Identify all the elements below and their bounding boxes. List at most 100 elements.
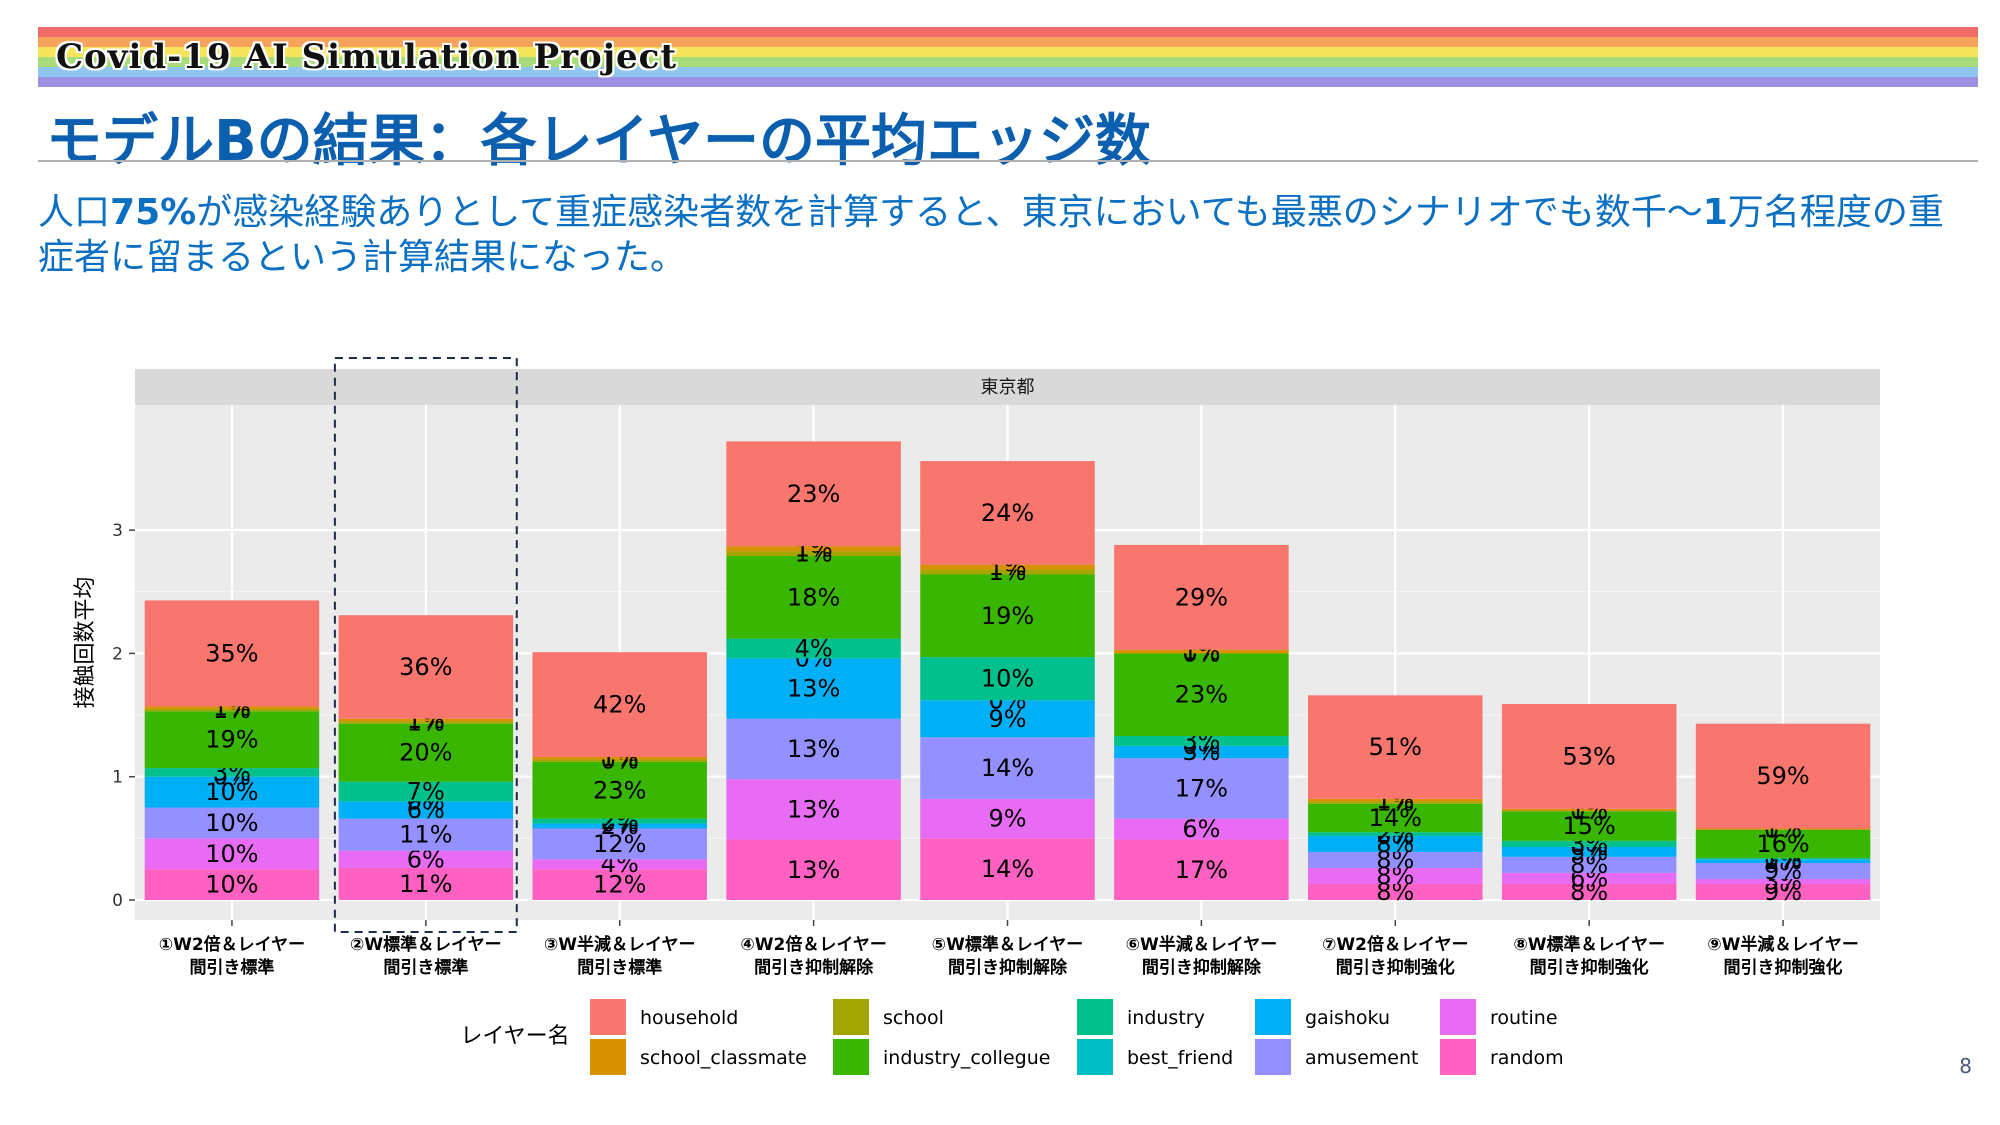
bar-segment-school_classmate bbox=[726, 546, 901, 552]
project-banner: Covid-19 AI Simulation Project bbox=[38, 27, 1978, 89]
x-tick-label: ⑨W半減＆レイヤー bbox=[1707, 934, 1859, 955]
x-tick-label: ④W2倍＆レイヤー bbox=[740, 934, 886, 955]
bar-segment-school_classmate bbox=[1501, 808, 1677, 812]
bar-segment-school bbox=[338, 721, 514, 724]
data-label: 10% bbox=[205, 778, 258, 806]
bar-segment-amusement bbox=[726, 718, 901, 780]
banner-stripe bbox=[38, 57, 1978, 67]
legend-label: industry bbox=[1127, 1007, 1205, 1029]
bar-segment-school_classmate bbox=[338, 718, 514, 722]
data-label: 35% bbox=[205, 639, 258, 667]
data-label: 6% bbox=[1182, 815, 1220, 843]
legend-label: household bbox=[640, 1007, 738, 1029]
bar-segment-routine bbox=[144, 838, 320, 870]
y-axis-label: 接触回数平均 bbox=[73, 576, 98, 708]
data-label: 10% bbox=[205, 809, 258, 837]
bar-segment-school_classmate bbox=[1308, 798, 1483, 802]
lead-emphasis: 1 bbox=[1702, 192, 1728, 233]
banner-stripe bbox=[38, 67, 1978, 77]
highlight-box bbox=[333, 357, 518, 933]
facet-strip bbox=[135, 369, 1880, 405]
bar-segment-random bbox=[338, 867, 514, 900]
data-label: 19% bbox=[981, 602, 1034, 630]
x-tick-label: ⑥W半減＆レイヤー bbox=[1126, 934, 1278, 955]
bar-segment-amusement bbox=[920, 737, 1095, 799]
bar-segment-household bbox=[144, 600, 320, 707]
bar-segment-amusement bbox=[1695, 863, 1871, 880]
bar-segment-random bbox=[144, 869, 320, 900]
legend-label: best_friend bbox=[1127, 1047, 1233, 1069]
bar-segment-gaishoku bbox=[338, 801, 514, 819]
bar-segment-household bbox=[1695, 723, 1871, 829]
data-label: 10% bbox=[205, 871, 258, 899]
bar-segment-industry_collegue bbox=[532, 761, 707, 819]
bar-segment-household bbox=[920, 461, 1095, 565]
legend-label: industry_collegue bbox=[883, 1047, 1050, 1069]
bar-segment-amusement bbox=[1501, 856, 1677, 873]
data-label: 7% bbox=[407, 778, 445, 806]
data-label: 24% bbox=[981, 499, 1034, 527]
banner-stripe bbox=[38, 27, 1978, 37]
lead-emphasis: 75% bbox=[110, 192, 197, 233]
bar-segment-industry_collegue bbox=[1695, 829, 1871, 859]
lead-text: 万名程度の重症者に留まるという計算結果になった。 bbox=[38, 192, 1944, 278]
bar-segment-gaishoku bbox=[920, 700, 1095, 738]
x-tick-label: 間引き抑制強化 bbox=[1724, 957, 1843, 978]
data-label: 15% bbox=[1562, 812, 1615, 840]
legend-label: school bbox=[883, 1007, 944, 1029]
bar-segment-household bbox=[1308, 695, 1483, 799]
legend-swatch bbox=[1077, 999, 1113, 1035]
x-tick-label: ⑧W標準＆レイヤー bbox=[1513, 934, 1665, 955]
legend-label: gaishoku bbox=[1305, 1007, 1390, 1029]
data-label: 10% bbox=[981, 665, 1034, 693]
data-label: 14% bbox=[1369, 804, 1422, 832]
data-label: 13% bbox=[787, 735, 840, 763]
bar-segment-industry bbox=[1501, 840, 1677, 847]
x-tick-label: 間引き抑制強化 bbox=[1336, 957, 1455, 978]
banner-title: Covid-19 AI Simulation Project bbox=[56, 37, 678, 77]
data-label: 9% bbox=[988, 805, 1026, 833]
data-label: 36% bbox=[399, 653, 452, 681]
data-label: 19% bbox=[205, 726, 258, 754]
bar-segment-industry_collegue bbox=[1114, 653, 1289, 737]
data-label: 51% bbox=[1369, 733, 1422, 761]
legend-swatch bbox=[590, 1039, 626, 1075]
bar-segment-industry_collegue bbox=[144, 711, 320, 769]
x-tick-label: ⑦W2倍＆レイヤー bbox=[1322, 934, 1468, 955]
legend-swatch bbox=[1077, 1039, 1113, 1075]
bar-segment-industry bbox=[726, 638, 901, 659]
legend-swatch bbox=[833, 999, 869, 1035]
bar-segment-gaishoku bbox=[1308, 835, 1483, 852]
bar-segment-industry bbox=[1308, 832, 1483, 836]
bar-segment-routine bbox=[338, 850, 514, 868]
bar-segment-household bbox=[1501, 703, 1677, 809]
bar-segment-industry_collegue bbox=[726, 556, 901, 639]
bar-segment-gaishoku bbox=[726, 658, 901, 719]
x-tick-label: 間引き抑制解除 bbox=[948, 957, 1068, 978]
bar-segment-industry bbox=[532, 818, 707, 824]
bar-segment-routine bbox=[532, 859, 707, 870]
legend-label: amusement bbox=[1305, 1047, 1418, 1069]
data-label: 12% bbox=[593, 830, 646, 858]
bar-segment-random bbox=[1114, 839, 1289, 900]
bar-segment-random bbox=[920, 838, 1095, 900]
bar-segment-amusement bbox=[532, 828, 707, 860]
bar-segment-school bbox=[920, 569, 1095, 575]
bar-segment-routine bbox=[1308, 867, 1483, 884]
legend-label: random bbox=[1490, 1047, 1564, 1069]
bar-segment-random bbox=[726, 839, 901, 900]
bar-segment-routine bbox=[726, 779, 901, 840]
lead-text: 人口 bbox=[38, 192, 111, 233]
lead-paragraph: 人口75%が感染経験ありとして重症感染者数を計算すると、東京においても最悪のシナ… bbox=[38, 190, 1968, 280]
bar-segment-gaishoku bbox=[1114, 745, 1289, 759]
bar-segment-school_classmate bbox=[144, 706, 320, 709]
legend-swatch bbox=[1440, 999, 1476, 1035]
data-label: 4% bbox=[795, 634, 833, 662]
data-label: 11% bbox=[399, 870, 452, 898]
bar-segment-industry bbox=[144, 768, 320, 777]
legend-swatch bbox=[1255, 1039, 1291, 1075]
bar-segment-school_classmate bbox=[1114, 649, 1289, 654]
data-label: 17% bbox=[1175, 774, 1228, 802]
page-number: 8 bbox=[1959, 1054, 1972, 1078]
